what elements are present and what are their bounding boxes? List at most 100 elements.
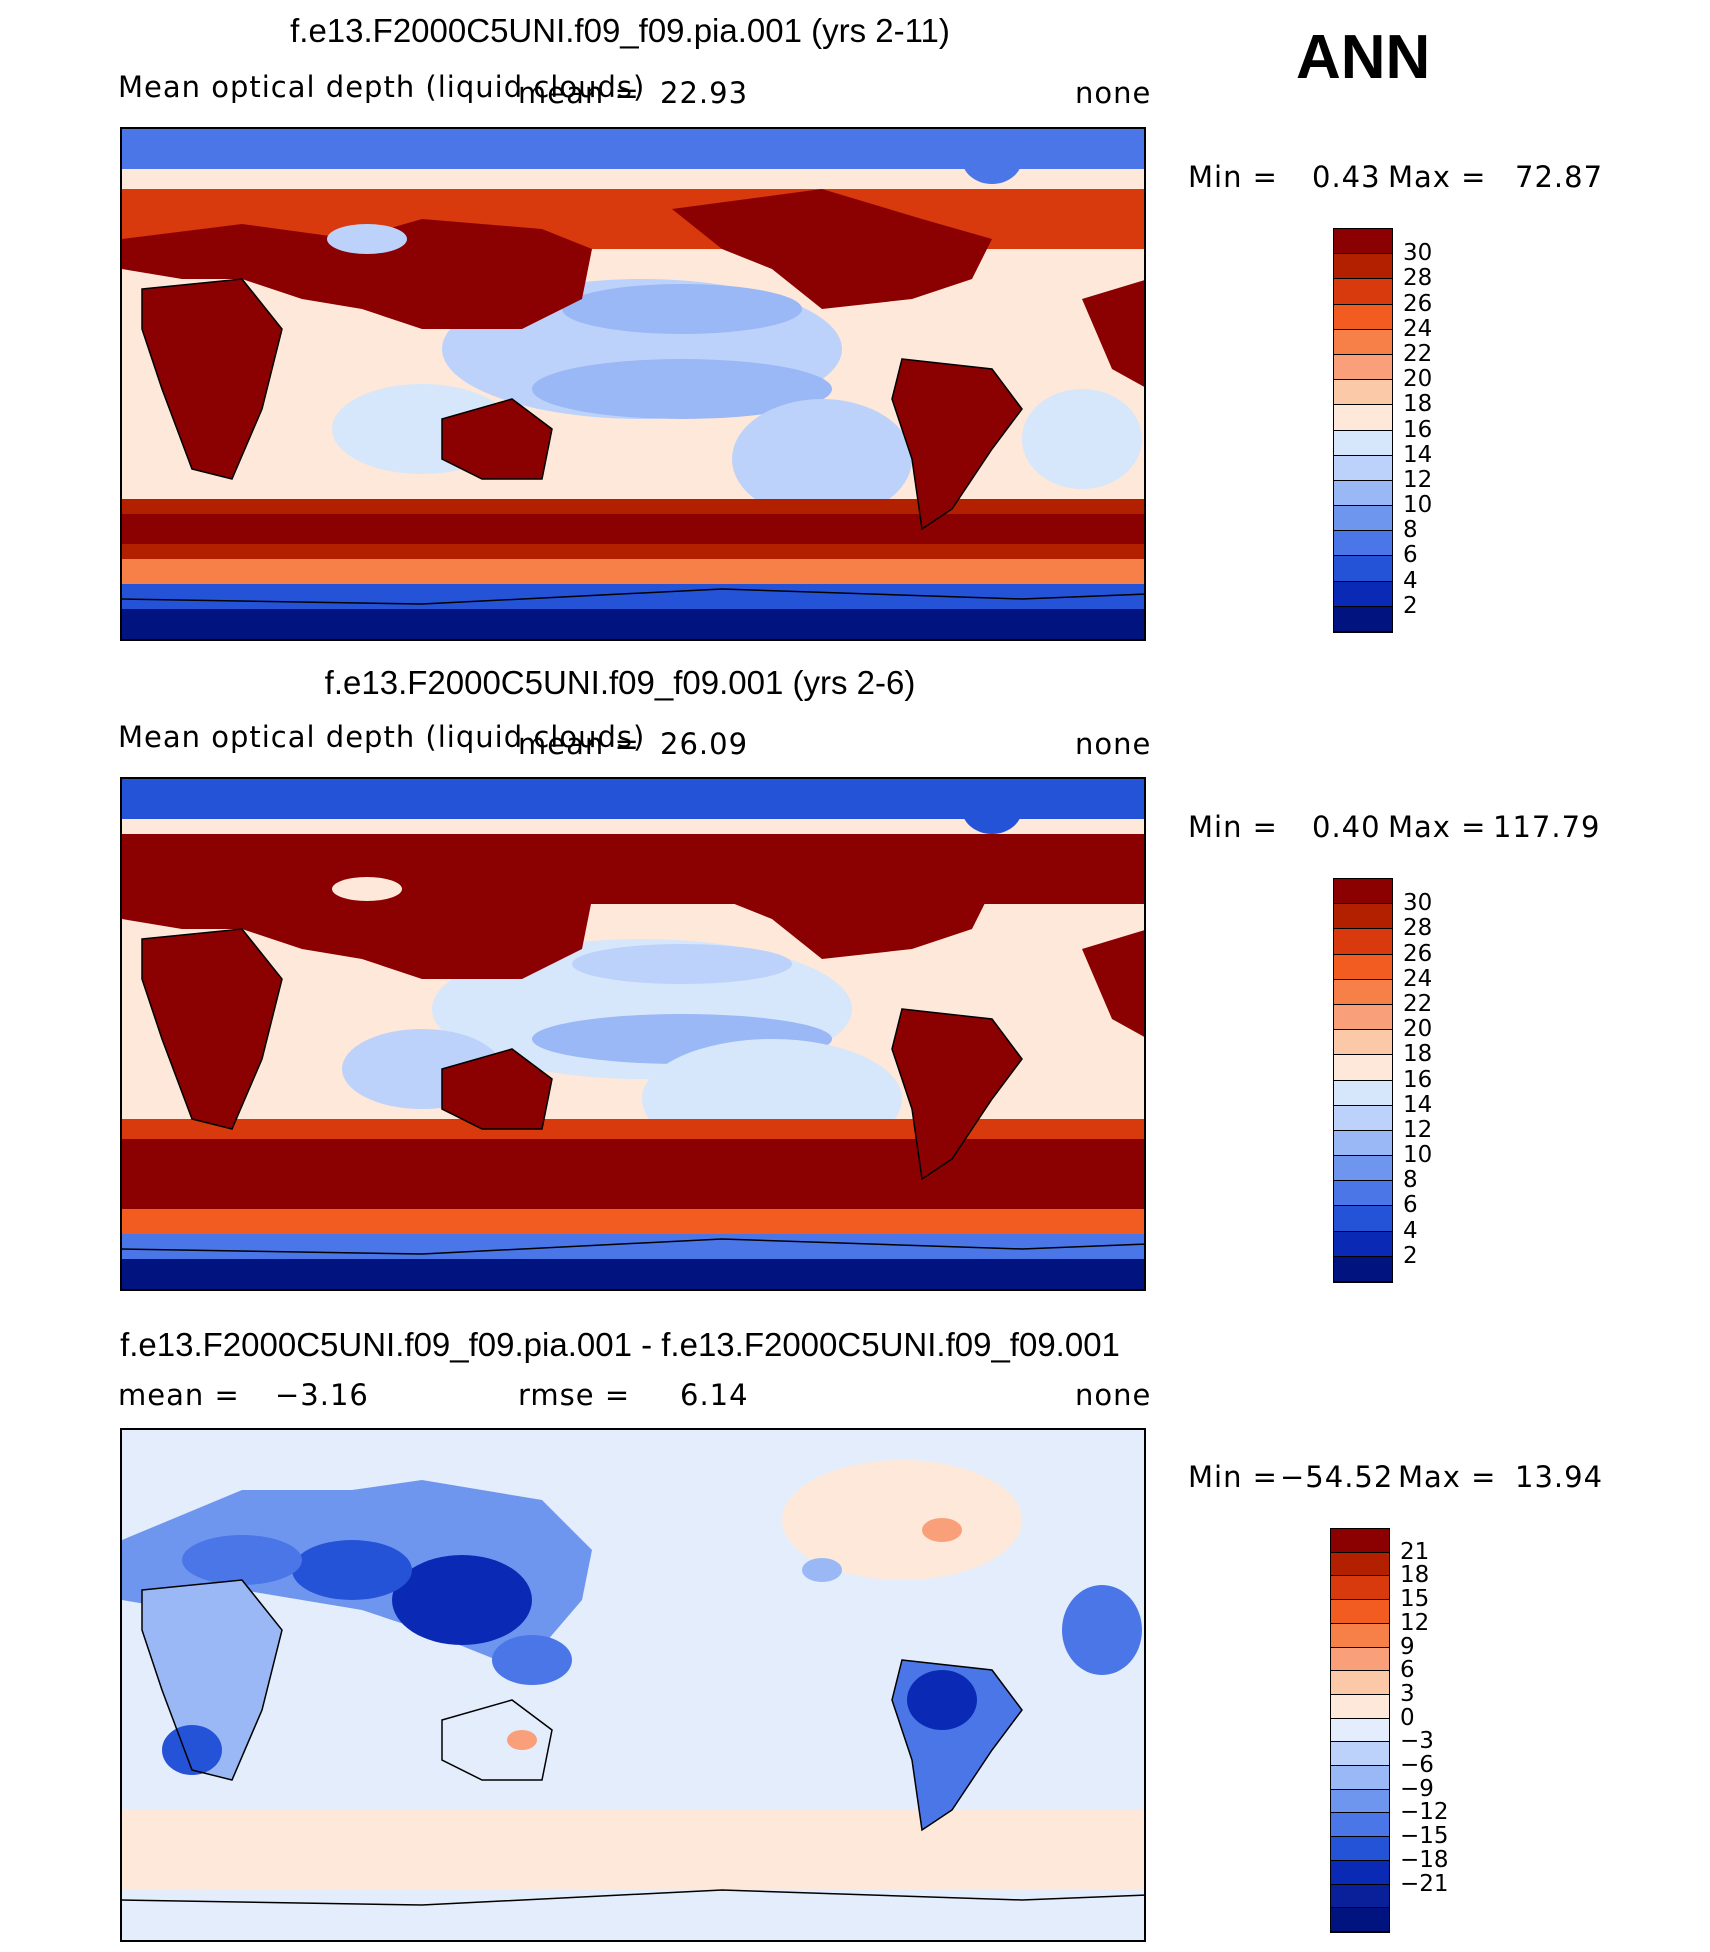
colorbar-swatch bbox=[1334, 1004, 1392, 1031]
colorbar-tick-label: 4 bbox=[1403, 1217, 1418, 1244]
colorbar-swatch bbox=[1331, 1742, 1389, 1767]
panel-1-max-value: 72.87 bbox=[1515, 160, 1604, 194]
colorbar-tick-label: 26 bbox=[1403, 290, 1433, 317]
colorbar-swatch bbox=[1334, 581, 1392, 607]
colorbar-swatch bbox=[1331, 1813, 1389, 1838]
panel-3-min-value: −54.52 bbox=[1280, 1460, 1394, 1494]
colorbar-tick-label: 21 bbox=[1400, 1538, 1430, 1565]
panel-3-mean-label: mean = bbox=[118, 1378, 240, 1412]
panel-2-colorbar bbox=[1333, 878, 1393, 1283]
colorbar-tick-label: −3 bbox=[1400, 1728, 1434, 1755]
panel-3-title: f.e13.F2000C5UNI.f09_f09.pia.001 - f.e13… bbox=[120, 1326, 1120, 1363]
panel-1-min-value: 0.43 bbox=[1312, 160, 1381, 194]
colorbar-swatch bbox=[1334, 1231, 1392, 1257]
colorbar-swatch bbox=[1331, 1671, 1389, 1695]
colorbar-swatch bbox=[1334, 904, 1392, 930]
panel-2-variable: Mean optical depth (liquid clouds) bbox=[118, 720, 646, 754]
colorbar-swatch bbox=[1331, 1694, 1389, 1719]
colorbar-tick-label: 24 bbox=[1403, 315, 1433, 342]
panel-1-min-label: Min = bbox=[1188, 160, 1278, 194]
colorbar-tick-label: −12 bbox=[1400, 1799, 1449, 1826]
colorbar-tick-label: 12 bbox=[1400, 1609, 1430, 1636]
panel-1-title: f.e13.F2000C5UNI.f09_f09.pia.001 (yrs 2-… bbox=[290, 12, 950, 49]
colorbar-tick-label: 2 bbox=[1403, 1242, 1418, 1269]
colorbar-swatch bbox=[1334, 1030, 1392, 1056]
colorbar-swatch bbox=[1334, 531, 1392, 557]
colorbar-tick-label: 8 bbox=[1403, 517, 1418, 544]
colorbar-swatch bbox=[1334, 455, 1392, 481]
panel-1-max-label: Max = bbox=[1388, 160, 1487, 194]
colorbar-tick-label: 28 bbox=[1403, 265, 1433, 292]
panel-3-map bbox=[120, 1428, 1146, 1942]
colorbar-tick-label: 14 bbox=[1403, 1091, 1433, 1118]
colorbar-tick-label: 20 bbox=[1403, 1016, 1433, 1043]
colorbar-swatch bbox=[1331, 1860, 1389, 1885]
panel-1-map bbox=[120, 127, 1146, 641]
colorbar-swatch bbox=[1334, 606, 1392, 632]
colorbar-swatch bbox=[1334, 1080, 1392, 1106]
colorbar-swatch bbox=[1334, 405, 1392, 431]
panel-3-min-label: Min = bbox=[1188, 1460, 1278, 1494]
colorbar-swatch bbox=[1334, 354, 1392, 381]
colorbar-swatch bbox=[1331, 1789, 1389, 1814]
colorbar-swatch bbox=[1334, 954, 1392, 980]
colorbar-tick-label: 10 bbox=[1403, 1142, 1433, 1169]
panel-3-max-value: 13.94 bbox=[1515, 1460, 1604, 1494]
colorbar-swatch bbox=[1331, 1552, 1389, 1577]
colorbar-swatch bbox=[1334, 229, 1392, 255]
panel-2-title: f.e13.F2000C5UNI.f09_f09.001 (yrs 2-6) bbox=[324, 664, 916, 701]
colorbar-tick-label: 12 bbox=[1403, 1116, 1433, 1143]
colorbar-tick-label: 6 bbox=[1403, 542, 1418, 569]
colorbar-swatch bbox=[1334, 254, 1392, 280]
colorbar-tick-label: 18 bbox=[1403, 391, 1433, 418]
colorbar-swatch bbox=[1331, 1647, 1389, 1672]
colorbar-tick-label: −15 bbox=[1400, 1823, 1449, 1850]
colorbar-swatch bbox=[1334, 1181, 1392, 1207]
colorbar-tick-label: 18 bbox=[1400, 1562, 1430, 1589]
season-label: ANN bbox=[1296, 23, 1431, 92]
panel-3-rmse-label: rmse = bbox=[518, 1378, 631, 1412]
colorbar-tick-label: 26 bbox=[1403, 940, 1433, 967]
colorbar-swatch bbox=[1334, 979, 1392, 1005]
colorbar-swatch bbox=[1334, 929, 1392, 955]
panel-1-mean-label: mean = bbox=[518, 76, 640, 110]
colorbar-tick-label: 22 bbox=[1403, 990, 1433, 1017]
colorbar-tick-label: −9 bbox=[1400, 1775, 1434, 1802]
panel-1-colorbar bbox=[1333, 228, 1393, 633]
panel-3-units: none bbox=[1075, 1378, 1152, 1412]
colorbar-tick-label: 4 bbox=[1403, 567, 1418, 594]
colorbar-swatch bbox=[1331, 1884, 1389, 1909]
colorbar-swatch bbox=[1331, 1718, 1389, 1743]
colorbar-tick-label: 3 bbox=[1400, 1680, 1415, 1707]
colorbar-tick-label: 10 bbox=[1403, 492, 1433, 519]
panel-2-mean-label: mean = bbox=[518, 727, 640, 761]
panel-2-max-value: 117.79 bbox=[1493, 810, 1601, 844]
colorbar-swatch bbox=[1334, 1156, 1392, 1182]
colorbar-swatch bbox=[1334, 1256, 1392, 1282]
panel-3-mean-value: −3.16 bbox=[275, 1378, 369, 1412]
colorbar-tick-label: 6 bbox=[1400, 1657, 1415, 1684]
colorbar-swatch bbox=[1334, 506, 1392, 532]
panel-2-map bbox=[120, 777, 1146, 1291]
colorbar-tick-label: 18 bbox=[1403, 1041, 1433, 1068]
panel-2-min-value: 0.40 bbox=[1312, 810, 1381, 844]
colorbar-tick-label: 30 bbox=[1403, 240, 1433, 267]
colorbar-tick-label: 28 bbox=[1403, 915, 1433, 942]
colorbar-tick-label: 6 bbox=[1403, 1192, 1418, 1219]
colorbar-tick-label: −21 bbox=[1400, 1870, 1449, 1897]
colorbar-tick-label: 2 bbox=[1403, 592, 1418, 619]
colorbar-swatch bbox=[1334, 304, 1392, 330]
colorbar-swatch bbox=[1331, 1837, 1389, 1861]
panel-2-units: none bbox=[1075, 727, 1152, 761]
panel-2-min-label: Min = bbox=[1188, 810, 1278, 844]
colorbar-tick-label: −6 bbox=[1400, 1752, 1434, 1779]
colorbar-swatch bbox=[1334, 430, 1392, 456]
colorbar-swatch bbox=[1334, 1130, 1392, 1157]
colorbar-swatch bbox=[1334, 380, 1392, 406]
colorbar-tick-label: 14 bbox=[1403, 441, 1433, 468]
panel-1-mean-value: 22.93 bbox=[660, 76, 749, 110]
colorbar-swatch bbox=[1334, 879, 1392, 905]
colorbar-tick-label: 16 bbox=[1403, 1066, 1433, 1093]
colorbar-swatch bbox=[1331, 1576, 1389, 1601]
panel-2-max-label: Max = bbox=[1388, 810, 1487, 844]
